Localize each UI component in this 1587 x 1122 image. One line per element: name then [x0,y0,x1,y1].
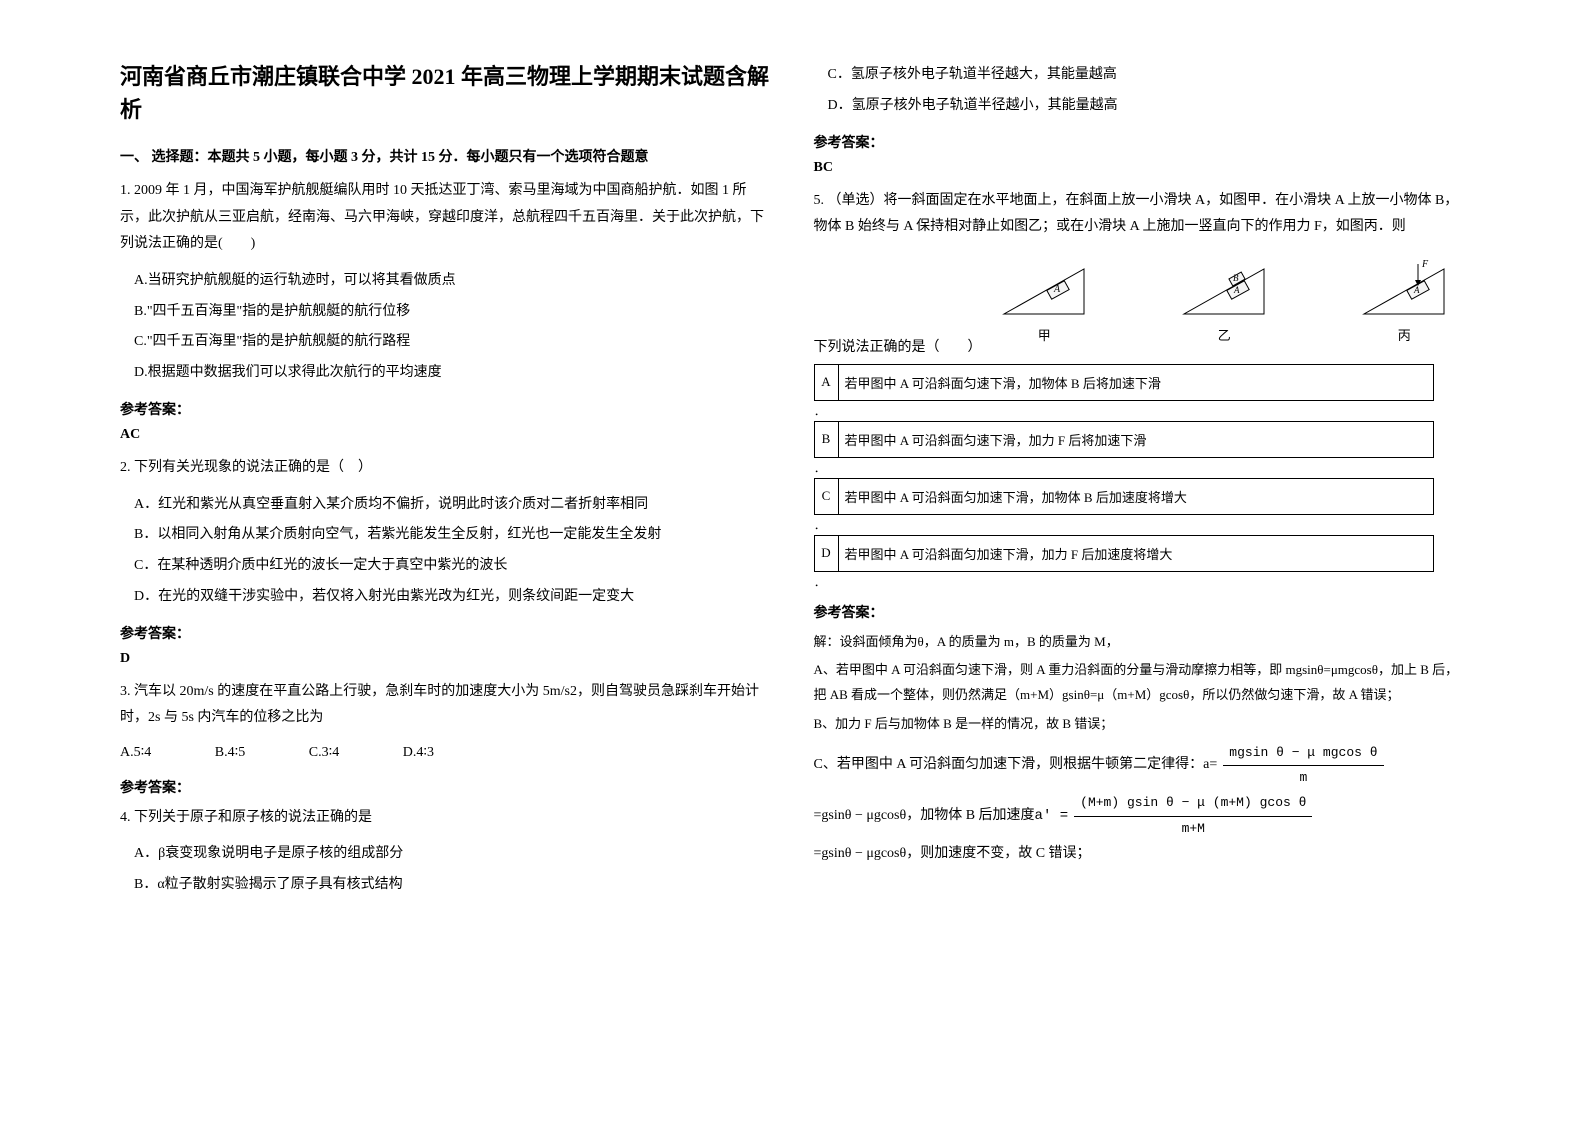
svg-text:F: F [1421,259,1429,270]
q1-answer-label: 参考答案： [120,399,774,419]
diagram-yi: A B 乙 [1174,259,1274,344]
frac2-num: (M+m) gsin θ − μ (m+M) gcos θ [1074,791,1312,817]
diagram-jia: A 甲 [994,259,1094,344]
q3-option-d: D.4∶3 [403,745,434,760]
cell-c-label: C [814,478,838,514]
diagram-yi-label: 乙 [1218,325,1231,344]
q5-explain-4-end: =gsinθ − μgcosθ，则加速度不变，故 C 错误； [814,841,1091,868]
q5-explain-1: 解：设斜面倾角为θ，A 的质量为 m，B 的质量为 M， [814,630,1468,655]
diagram-bing-label: 丙 [1398,325,1411,344]
q2-option-a: A．红光和紫光从真空垂直射入某介质均不偏折，说明此时该介质对二者折射率相同 [134,490,774,521]
svg-text:B: B [1233,273,1239,283]
triangle-bing-icon: F A [1354,259,1454,321]
svg-text:A: A [1233,285,1240,295]
table-row: D 若甲图中 A 可沿斜面匀加速下滑，加力 F 后加速度将增大 [814,535,1434,571]
q5-explain-4: C、若甲图中 A 可沿斜面匀加速下滑，则根据牛顿第二定律得：a= mgsin θ… [814,741,1468,868]
left-column: 河南省商丘市潮庄镇联合中学 2021 年高三物理上学期期末试题含解析 一、 选择… [100,60,794,1062]
triangle-yi-icon: A B [1174,259,1274,321]
q2-option-b: B．以相同入射角从某介质射向空气，若紫光能发生全反射，红光也一定能发生全发射 [134,520,774,551]
q5-explain-4-mid: =gsinθ − μgcosθ，加物体 B 后加速度 [814,803,1035,830]
cell-d-text: 若甲图中 A 可沿斜面匀加速下滑，加力 F 后加速度将增大 [838,535,1434,571]
cell-a-text: 若甲图中 A 可沿斜面匀速下滑，加物体 B 后将加速下滑 [838,364,1434,400]
q5-answer-label: 参考答案： [814,602,1468,622]
q3-option-c: C.3∶4 [309,745,339,760]
diagram-jia-label: 甲 [1038,325,1051,344]
q5-stem: 5. （单选）将一斜面固定在水平地面上，在斜面上放一小滑块 A，如图甲．在小滑块… [814,188,1468,241]
q5-explain-4-pre: C、若甲图中 A 可沿斜面匀加速下滑，则根据牛顿第二定律得：a= [814,752,1218,779]
frac1-den: m [1294,766,1314,791]
cell-c-text: 若甲图中 A 可沿斜面匀加速下滑，加物体 B 后加速度将增大 [838,478,1434,514]
triangle-jia-icon: A [994,259,1094,321]
doc-title: 河南省商丘市潮庄镇联合中学 2021 年高三物理上学期期末试题含解析 [120,60,774,126]
table-row: B 若甲图中 A 可沿斜面匀速下滑，加力 F 后将加速下滑 [814,421,1434,457]
q1-option-a: A.当研究护航舰艇的运行轨迹时，可以将其看做质点 [134,266,774,297]
q2-answer-label: 参考答案： [120,623,774,643]
q4-option-a: A．β衰变现象说明电子是原子核的组成部分 [134,839,774,870]
q4-answer-label: 参考答案： [814,132,1468,152]
cell-a-label: A [814,364,838,400]
cell-b-label: B [814,421,838,457]
q4-stem: 4. 下列关于原子和原子核的说法正确的是 [120,805,774,832]
q4-option-d: D．氢原子核外电子轨道半径越小，其能量越高 [828,91,1468,122]
q3-answer-label: 参考答案： [120,777,774,797]
q2-stem: 2. 下列有关光现象的说法正确的是（ ） [120,455,774,482]
q1-stem: 1. 2009 年 1 月，中国海军护航舰艇编队用时 10 天抵达亚丁湾、索马里… [120,178,774,258]
q2-option-c: C．在某种透明介质中红光的波长一定大于真空中紫光的波长 [134,551,774,582]
q3-options: A.5∶4 B.4∶5 C.3∶4 D.4∶3 [120,740,774,767]
q4-option-b: B．α粒子散射实验揭示了原子具有核式结构 [134,870,774,901]
right-column: C．氢原子核外电子轨道半径越大，其能量越高 D．氢原子核外电子轨道半径越小，其能… [794,60,1488,1062]
table-row: A 若甲图中 A 可沿斜面匀速下滑，加物体 B 后将加速下滑 [814,364,1434,400]
q3-option-b: B.4∶5 [215,745,245,760]
section-heading: 一、 选择题：本题共 5 小题，每小题 3 分，共计 15 分．每小题只有一个选… [120,146,774,166]
cell-b-text: 若甲图中 A 可沿斜面匀速下滑，加力 F 后将加速下滑 [838,421,1434,457]
q1-answer: AC [120,427,774,443]
q4-answer: BC [814,160,1468,176]
diagram-bing: F A 丙 [1354,259,1454,344]
q3-stem: 3. 汽车以 20m/s 的速度在平直公路上行驶，急刹车时的加速度大小为 5m/… [120,679,774,732]
q5-choice-table: A 若甲图中 A 可沿斜面匀速下滑，加物体 B 后将加速下滑 ． B 若甲图中 … [814,364,1435,592]
q2-answer: D [120,651,774,667]
cell-d-label: D [814,535,838,571]
table-row: C 若甲图中 A 可沿斜面匀加速下滑，加物体 B 后加速度将增大 [814,478,1434,514]
q5-below: 下列说法正确的是（ ） [814,336,982,356]
fraction-2: (M+m) gsin θ − μ (m+M) gcos θ m+M [1074,791,1312,841]
svg-text:A: A [1413,285,1420,295]
q5-diagrams: A 甲 A B 乙 F [982,259,1468,344]
a-prime: a′ = [1035,803,1069,830]
q1-option-d: D.根据题中数据我们可以求得此次航行的平均速度 [134,358,774,389]
q4-option-c: C．氢原子核外电子轨道半径越大，其能量越高 [828,60,1468,91]
q3-option-a: A.5∶4 [120,745,151,760]
frac2-den: m+M [1176,817,1211,842]
q5-explain-2: A、若甲图中 A 可沿斜面匀速下滑，则 A 重力沿斜面的分量与滑动摩擦力相等，即… [814,658,1468,707]
fraction-1: mgsin θ − μ mgcos θ m [1223,741,1383,791]
svg-text:A: A [1053,284,1061,295]
frac1-num: mgsin θ − μ mgcos θ [1223,741,1383,767]
q5-explain-3: B、加力 F 后与加物体 B 是一样的情况，故 B 错误； [814,712,1468,737]
q1-option-c: C."四千五百海里"指的是护航舰艇的航行路程 [134,327,774,358]
q2-option-d: D．在光的双缝干涉实验中，若仅将入射光由紫光改为红光，则条纹间距一定变大 [134,582,774,613]
q1-option-b: B."四千五百海里"指的是护航舰艇的航行位移 [134,297,774,328]
